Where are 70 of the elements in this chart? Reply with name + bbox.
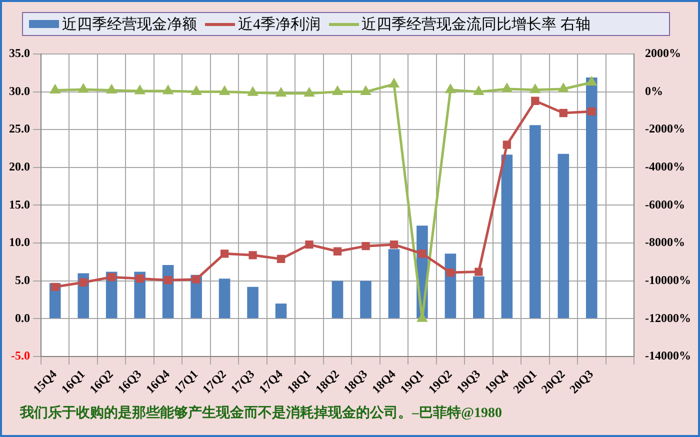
point <box>333 247 342 256</box>
legend-label: 近四季经营现金流同比增长率 右轴 <box>362 15 590 34</box>
legend-label: 近四季经营现金净额 <box>62 16 197 34</box>
point <box>502 84 512 92</box>
point <box>474 268 483 276</box>
point <box>389 79 399 88</box>
point <box>530 84 540 94</box>
y2-tick-label: -14000% <box>645 348 692 363</box>
point <box>588 107 596 116</box>
y2-tick-label: 2000% <box>645 46 682 60</box>
point <box>220 250 229 258</box>
y2-tick-label: 0% <box>645 84 664 98</box>
point <box>502 140 512 149</box>
point <box>78 84 88 93</box>
point <box>446 84 456 94</box>
y-tick-label: 15.0 <box>9 197 30 212</box>
point <box>192 86 202 96</box>
point <box>220 86 230 96</box>
point <box>192 275 200 284</box>
point <box>106 85 116 94</box>
point <box>446 268 455 277</box>
bar <box>275 304 287 318</box>
y2-tick-label: -6000% <box>645 197 686 212</box>
y-tick-label: 5.0 <box>15 272 30 287</box>
y-tick-label: 20.0 <box>9 160 30 174</box>
legend-label: 近4季净利润 <box>238 16 320 34</box>
bar <box>360 280 372 318</box>
point <box>559 108 568 118</box>
bar <box>586 77 598 318</box>
point <box>531 96 540 105</box>
point <box>51 282 60 291</box>
point <box>474 86 484 96</box>
point <box>362 242 370 250</box>
point <box>50 85 60 94</box>
point <box>558 84 568 92</box>
bar <box>530 125 541 318</box>
point <box>163 86 173 94</box>
bar <box>558 154 570 318</box>
y-tick-label: 35.0 <box>9 46 30 60</box>
y-tick-label: 30.0 <box>9 84 30 98</box>
point <box>586 77 596 86</box>
point <box>248 251 257 260</box>
point <box>108 273 116 282</box>
bar <box>388 249 400 318</box>
y2-tick-label: -8000% <box>645 235 686 250</box>
point <box>305 240 314 249</box>
y-tick-label: 0.0 <box>15 310 30 325</box>
bar <box>501 154 513 318</box>
bar <box>332 280 344 318</box>
point <box>276 254 286 264</box>
text: 我们乐于收购的是那些能够产生现金而不是消耗掉现金的公司。–巴菲特@1980 <box>20 404 502 422</box>
bar <box>247 286 258 318</box>
y2-tick-label: -2000% <box>645 122 686 136</box>
point <box>135 86 145 94</box>
point <box>276 88 286 97</box>
bar <box>218 278 230 318</box>
point <box>390 240 398 249</box>
point <box>79 278 88 286</box>
y-tick-label: 10.0 <box>9 235 30 250</box>
y2-tick-label: -10000% <box>645 272 692 287</box>
point <box>332 86 342 96</box>
y-tick-label: -5.0 <box>11 348 30 363</box>
y2-tick-label: -12000% <box>645 310 692 325</box>
point <box>248 87 258 96</box>
y-tick-label: 25.0 <box>9 122 30 136</box>
point <box>136 274 144 283</box>
y2-tick-label: -4000% <box>645 160 686 174</box>
point <box>418 250 426 258</box>
bar <box>473 276 484 318</box>
point <box>164 276 172 284</box>
